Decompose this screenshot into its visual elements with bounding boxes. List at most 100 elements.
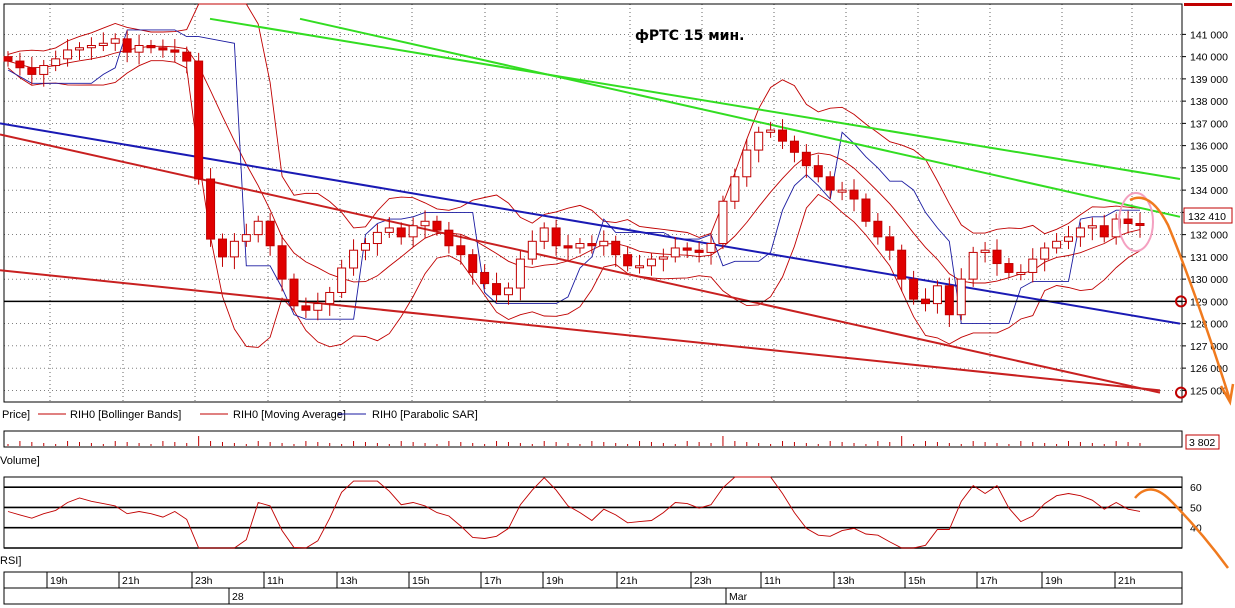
- candle-up: [980, 249, 990, 253]
- forecast-arrow: [1118, 192, 1235, 406]
- price-gridlines: [4, 4, 1182, 402]
- candle-down: [813, 165, 823, 178]
- forecast-path: [1129, 196, 1232, 401]
- candle-up: [1028, 258, 1038, 273]
- candle-down: [277, 245, 287, 280]
- volume-bars: [7, 436, 1141, 446]
- chart-title: фРТС 15 мин.: [635, 28, 744, 44]
- candle-up: [229, 240, 239, 258]
- candle-up: [74, 47, 84, 51]
- candle-up: [754, 131, 764, 151]
- candle-up: [51, 58, 61, 67]
- candle-up: [1052, 240, 1062, 249]
- candle-down: [623, 254, 633, 267]
- candle-down: [694, 249, 704, 253]
- candle-up: [372, 231, 382, 245]
- candle-up: [837, 189, 847, 193]
- candle-up: [313, 303, 323, 311]
- last-price-box: [1183, 207, 1233, 224]
- candle-down: [206, 178, 216, 240]
- candle-up: [742, 149, 752, 178]
- candle-down: [897, 249, 907, 280]
- candle-up: [527, 240, 537, 260]
- candle-up: [503, 287, 513, 296]
- price-y-tick-label: 128 000: [1190, 319, 1228, 331]
- parabolic-sar-line: [7, 29, 1140, 325]
- candle-down: [170, 49, 180, 53]
- trend-line-green: [299, 17, 1181, 218]
- candle-up: [241, 234, 251, 242]
- candle-down: [849, 189, 859, 200]
- time-label: 21h: [1118, 575, 1136, 587]
- candle-up: [63, 49, 73, 60]
- price-y-tick-label: 139 000: [1190, 74, 1228, 86]
- candle-down: [27, 67, 37, 75]
- candle-down: [182, 51, 192, 62]
- candle-up: [1075, 227, 1085, 238]
- candle-down: [992, 249, 1002, 265]
- time-label: 11h: [267, 575, 284, 587]
- candle-down: [873, 220, 883, 238]
- candle-up: [670, 247, 680, 258]
- rsi-panel-title: RSI]: [0, 555, 21, 567]
- time-label: 15h: [908, 575, 926, 587]
- price-y-tick-label: 135 000: [1190, 163, 1228, 175]
- candle-down: [825, 176, 835, 191]
- candle-up: [599, 240, 609, 247]
- candle-up: [658, 256, 668, 260]
- time-label: 23h: [694, 575, 712, 587]
- candle-up: [646, 258, 656, 267]
- candle-up: [408, 225, 418, 238]
- time-label: 11h: [764, 575, 781, 587]
- time-label: 13h: [340, 575, 358, 587]
- price-y-tick-label: 136 000: [1190, 141, 1228, 153]
- candle-down: [396, 227, 406, 238]
- parabolic-sar: [7, 29, 1140, 325]
- time-label: 21h: [122, 575, 140, 587]
- price-y-tick-label: 141 000: [1190, 29, 1228, 41]
- candle-down: [587, 243, 597, 247]
- rsi-levels: [4, 486, 1182, 549]
- price-y-tick-label: 130 000: [1190, 274, 1228, 286]
- candle-down: [265, 220, 275, 247]
- trend-line-red: [0, 133, 1161, 394]
- time-label: 21h: [620, 575, 638, 587]
- candle-up: [86, 45, 96, 49]
- time-labels: 19h 21h 23h 11h 13h 15h 17h 19h 21h 23h 11h 13h 15h 1…: [46, 572, 1136, 588]
- candle-up: [575, 243, 585, 249]
- date-label-28: 28: [232, 591, 244, 603]
- highlight-ellipse: [1118, 192, 1154, 252]
- channel-marker: [1175, 386, 1187, 399]
- candle-up: [1016, 271, 1026, 275]
- candlesticks: [3, 30, 1145, 327]
- candle-down: [492, 283, 502, 296]
- candle-down: [1004, 263, 1014, 273]
- time-label: 23h: [195, 575, 213, 587]
- time-label: 17h: [484, 575, 502, 587]
- volume-value-label: 3 802: [1189, 437, 1215, 449]
- price-y-tick-label: 134 000: [1190, 185, 1228, 197]
- candle-down: [611, 240, 621, 256]
- candle-down: [444, 229, 454, 247]
- candle-up: [539, 227, 549, 242]
- candle-up: [134, 45, 144, 53]
- price-y-tick-label: 137 000: [1190, 118, 1228, 130]
- candle-down: [15, 60, 25, 69]
- candle-down: [456, 245, 466, 256]
- forecast-arrowhead: [1219, 383, 1235, 406]
- candle-down: [909, 278, 919, 300]
- legend-price: Price]: [2, 409, 30, 421]
- volume-panel: 3 802 Volume]: [0, 430, 1220, 467]
- time-label: 13h: [837, 575, 855, 587]
- candle-down: [3, 56, 13, 62]
- candle-up: [420, 220, 430, 227]
- last-price-label: 132 410: [1188, 211, 1226, 223]
- trend-line-green: [209, 17, 1181, 180]
- candle-down: [551, 227, 561, 247]
- legend-sar: RIH0 [Parabolic SAR]: [372, 409, 478, 421]
- candle-down: [801, 151, 811, 167]
- candle-up: [766, 129, 776, 133]
